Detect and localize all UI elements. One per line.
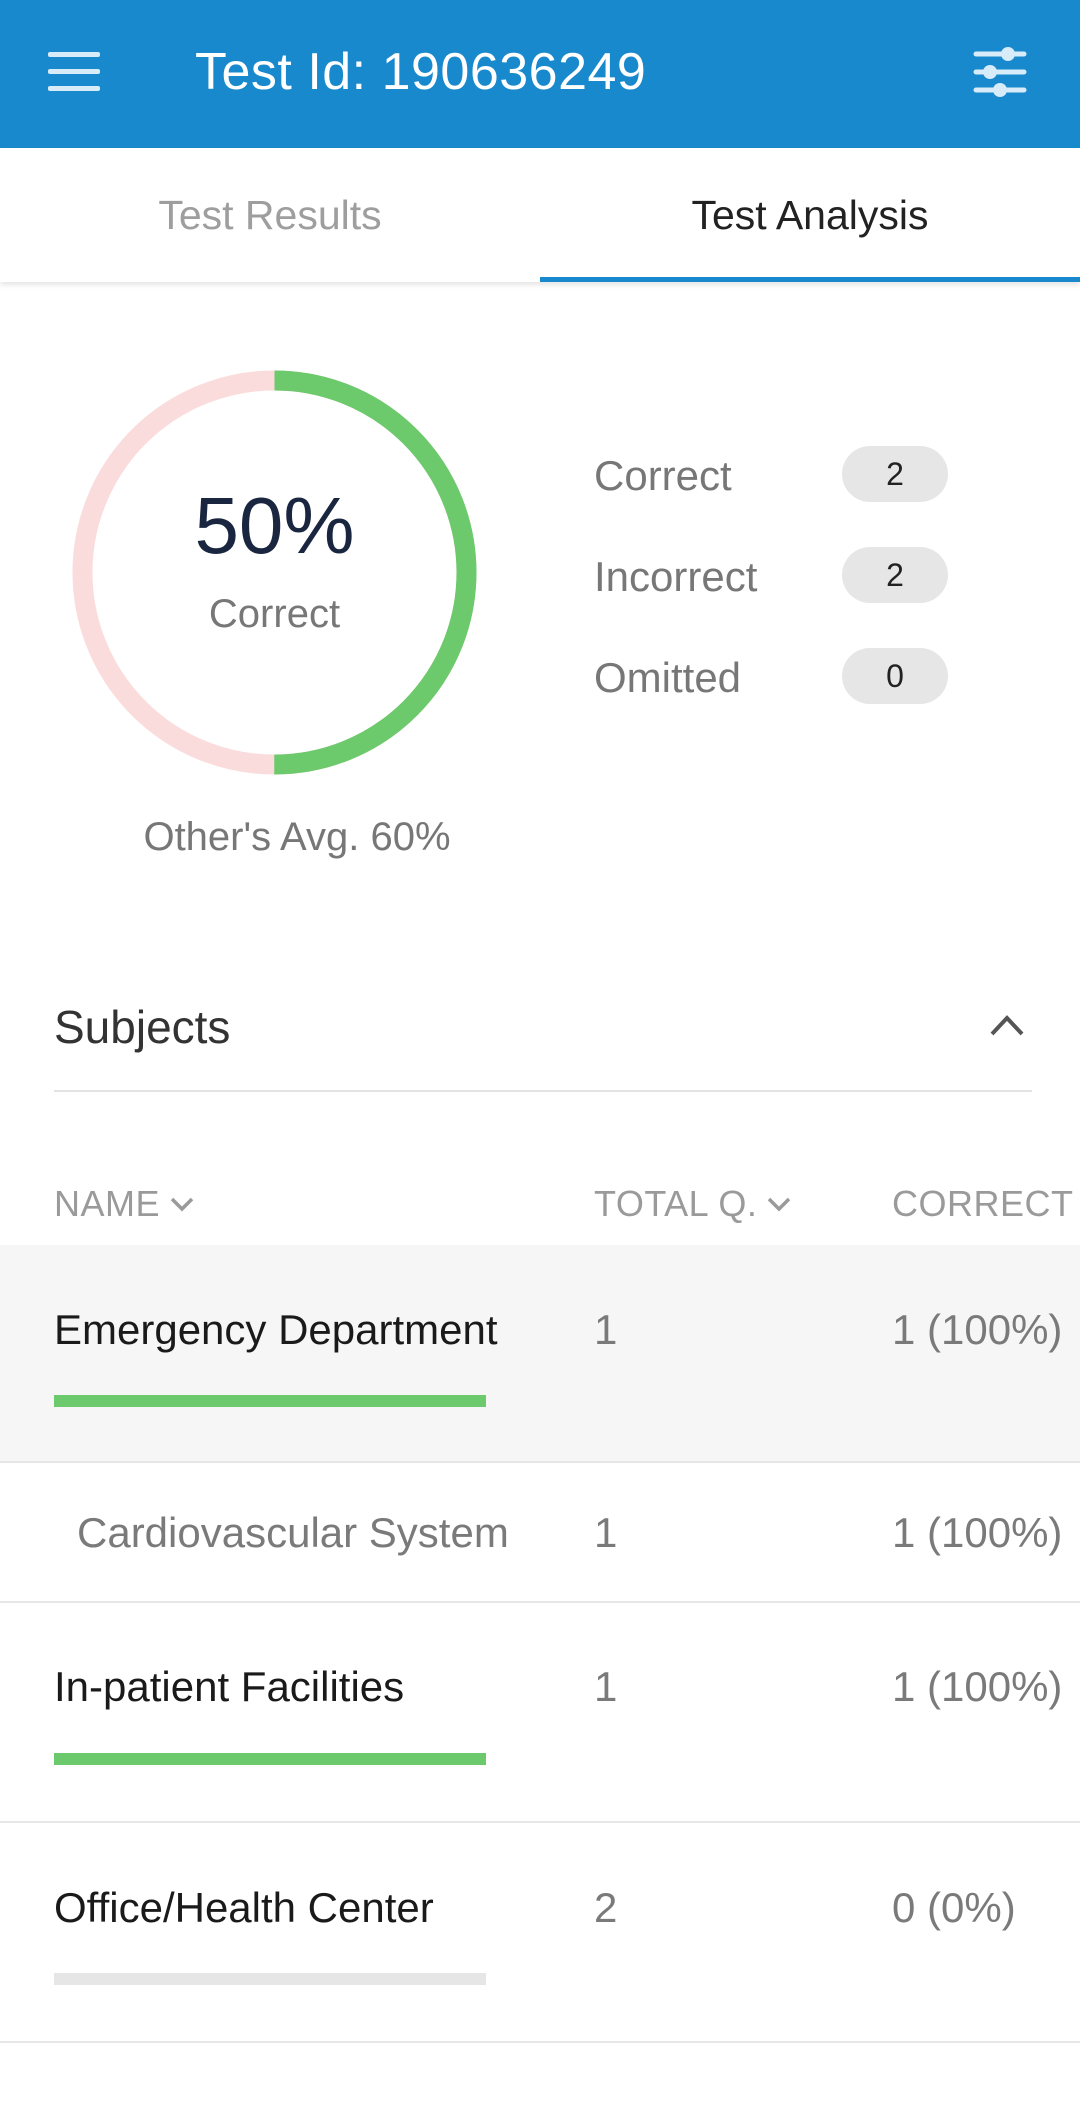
count-badge: 2 xyxy=(842,446,948,502)
percent-correct-value: 50% xyxy=(194,481,355,570)
tab-bar: Test Results Test Analysis xyxy=(0,148,1080,282)
subject-name: Emergency Department xyxy=(54,1306,498,1353)
table-row[interactable]: Emergency Department 1 1 (100%) xyxy=(0,1245,1080,1463)
total-questions: 1 xyxy=(594,1663,618,1710)
progress-bar-fill xyxy=(54,1753,486,1765)
column-header-total[interactable]: TOTAL Q. xyxy=(594,1183,791,1225)
percent-correct-label: Correct xyxy=(208,592,341,636)
subtopic-name: Cardiovascular System xyxy=(77,1509,509,1556)
stat-label: Incorrect xyxy=(594,553,758,600)
column-header-correct[interactable]: CORRECT xyxy=(892,1183,1080,1225)
stat-correct: Correct 2 xyxy=(594,446,994,506)
total-questions: 2 xyxy=(594,1884,618,1931)
others-average: Other's Avg. 60% xyxy=(143,815,451,859)
subjects-title: Subjects xyxy=(54,1001,231,1053)
correct-count: 1 (100%) xyxy=(892,1306,1063,1353)
stat-omitted: Omitted 0 xyxy=(594,648,994,708)
column-label: TOTAL Q. xyxy=(594,1183,758,1224)
column-label: CORRECT xyxy=(892,1183,1074,1224)
chevron-down-icon xyxy=(768,1197,791,1212)
table-row-subtopic[interactable]: Cardiovascular System 1 1 (100%) xyxy=(0,1463,1080,1603)
correct-count: 0 (0%) xyxy=(892,1884,1016,1931)
chevron-down-icon xyxy=(170,1197,194,1212)
stat-label: Correct xyxy=(594,452,732,499)
total-questions: 1 xyxy=(594,1306,618,1353)
tab-test-results[interactable]: Test Results xyxy=(158,191,382,238)
correct-count: 1 (100%) xyxy=(892,1663,1063,1710)
page-title: Test Id: 190636249 xyxy=(195,43,647,101)
hamburger-menu-icon[interactable] xyxy=(48,52,102,92)
progress-bar xyxy=(54,1395,486,1407)
subject-name: In-patient Facilities xyxy=(54,1663,405,1710)
table-row[interactable]: Office/Health Center 2 0 (0%) xyxy=(0,1823,1080,2043)
stat-label: Omitted xyxy=(594,654,742,701)
correct-count: 1 (100%) xyxy=(892,1509,1063,1556)
tab-test-analysis[interactable]: Test Analysis xyxy=(540,148,1080,282)
total-questions: 1 xyxy=(594,1509,618,1556)
top-app-bar: Test Id: 190636249 xyxy=(0,0,1080,148)
column-header-name[interactable]: NAME xyxy=(54,1183,194,1225)
progress-bar xyxy=(54,1973,486,1985)
score-donut-chart xyxy=(72,370,477,775)
count-badge: 2 xyxy=(842,547,948,603)
filter-settings-icon[interactable] xyxy=(970,44,1030,100)
chevron-up-icon[interactable] xyxy=(989,1012,1025,1038)
subject-name: Office/Health Center xyxy=(54,1884,434,1931)
stat-incorrect: Incorrect 2 xyxy=(594,547,994,607)
donut-correct-arc xyxy=(72,370,477,775)
progress-bar xyxy=(54,1753,486,1765)
subjects-section-header[interactable]: Subjects xyxy=(54,990,1032,1092)
progress-bar-fill xyxy=(54,1395,486,1407)
count-badge: 0 xyxy=(842,648,948,704)
table-row[interactable]: In-patient Facilities 1 1 (100%) xyxy=(0,1603,1080,1823)
column-label: NAME xyxy=(54,1183,161,1224)
